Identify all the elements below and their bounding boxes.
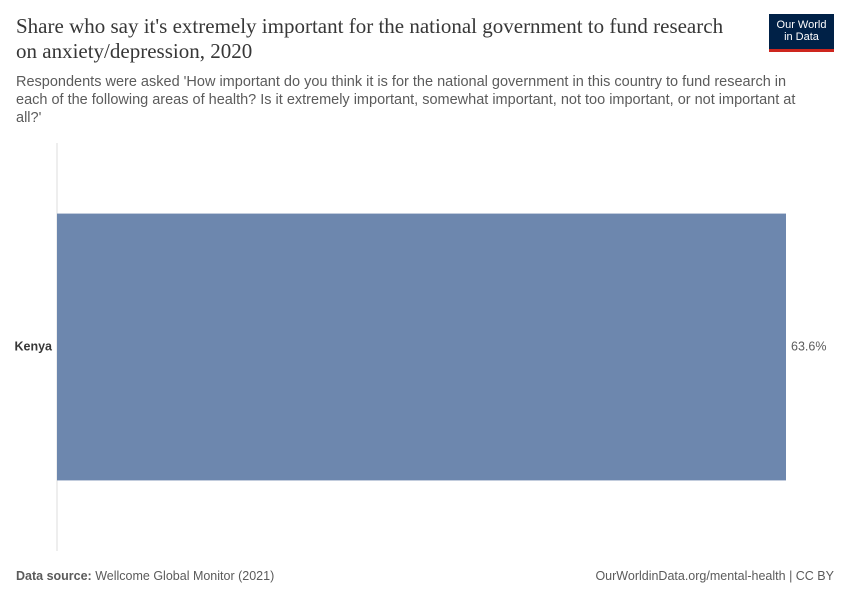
bar	[57, 213, 786, 481]
chart-subtitle: Respondents were asked 'How important do…	[16, 74, 796, 126]
footer-source: Data source: Wellcome Global Monitor (20…	[16, 569, 274, 583]
category-label: Kenya	[14, 339, 53, 353]
logo[interactable]: Our World in Data	[769, 14, 834, 52]
logo-text: Our World	[776, 19, 827, 31]
logo-text: in Data	[784, 31, 819, 43]
chart: Kenya 63.6%	[14, 143, 826, 551]
source: Wellcome Global Monitor (2021)	[95, 569, 275, 583]
value-label: 63.6%	[791, 339, 826, 353]
source-label: Data source:	[16, 569, 92, 583]
chart-title: Share who say it's extremely important f…	[16, 14, 724, 63]
footer-url[interactable]: OurWorldinData.org/mental-health | CC BY	[595, 569, 834, 583]
